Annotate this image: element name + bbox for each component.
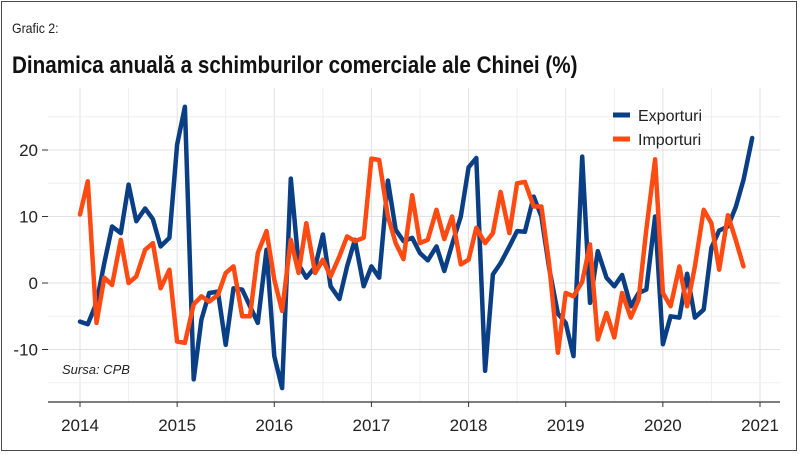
chart-title: Dinamica anuală a schimburilor comercial… xyxy=(12,52,578,79)
legend-label: Exporturi xyxy=(638,108,702,125)
x-tick-label: 2019 xyxy=(547,416,585,435)
source-note: Sursa: CPB xyxy=(62,362,130,377)
x-tick-label: 2014 xyxy=(61,416,99,435)
series-line-importuri xyxy=(77,156,746,356)
y-tick-label: 0 xyxy=(29,274,38,293)
legend: Exporturi Importuri xyxy=(613,108,702,149)
x-tick-label: 2021 xyxy=(741,416,779,435)
y-tick-label: 20 xyxy=(19,141,38,160)
legend-label: Importuri xyxy=(638,132,701,149)
x-tick-label: 2020 xyxy=(644,416,682,435)
x-tick-label: 2015 xyxy=(158,416,196,435)
y-tick-label: 10 xyxy=(19,208,38,227)
figure-label: Grafic 2: xyxy=(12,20,59,36)
y-tick-label: -10 xyxy=(13,341,38,360)
x-tick-label: 2016 xyxy=(255,416,293,435)
series-lines xyxy=(77,104,755,391)
x-tick-label: 2017 xyxy=(353,416,391,435)
x-tick-label: 2018 xyxy=(450,416,488,435)
tick-labels: -10 0 10 20 2014 2015 2016 2017 2018 2019 2020 2021 xyxy=(13,141,778,435)
